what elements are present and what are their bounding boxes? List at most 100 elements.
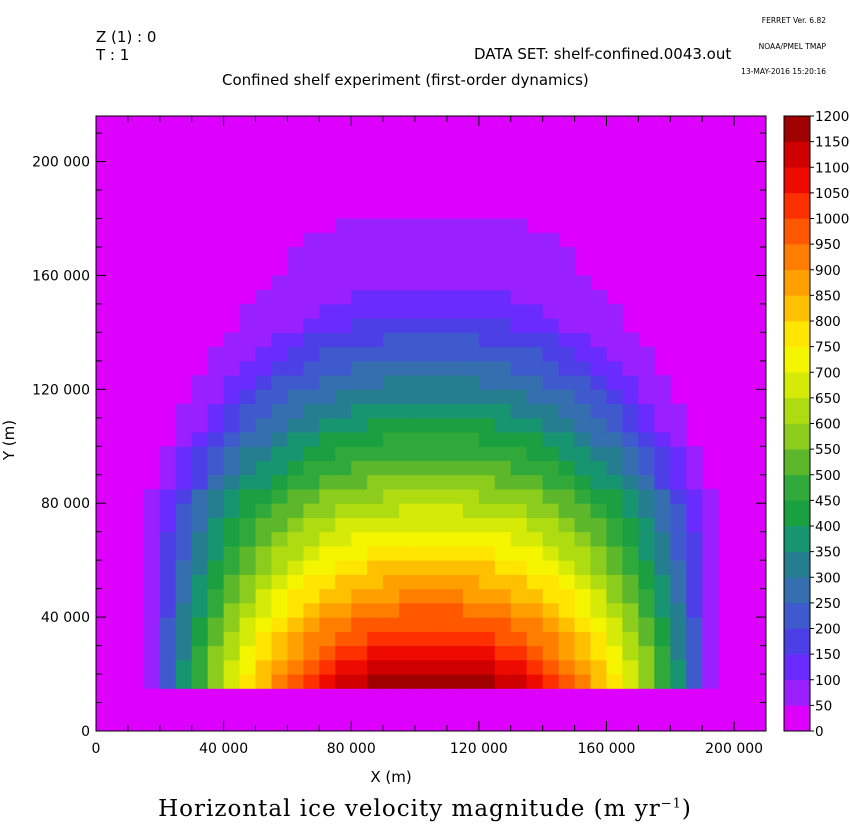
heatmap-cell [207, 460, 225, 476]
heatmap-cell [606, 403, 623, 419]
heatmap-cell [287, 246, 304, 262]
heatmap-cell [239, 517, 257, 533]
heatmap-cell [303, 588, 320, 604]
heatmap-cell [223, 417, 241, 433]
heatmap-cell [207, 360, 225, 376]
heatmap-cell [431, 631, 448, 647]
heatmap-cell [415, 517, 432, 533]
heatmap-cell [590, 659, 607, 675]
heatmap-cell [494, 517, 512, 533]
heatmap-cell [654, 460, 671, 476]
heatmap-cell [207, 375, 225, 390]
heatmap-cell [670, 645, 687, 661]
heatmap-cell [558, 531, 576, 547]
heatmap-cell [223, 446, 241, 462]
heatmap-cell [446, 617, 464, 632]
heatmap-cell [175, 674, 193, 689]
heatmap-cell [383, 403, 400, 419]
heatmap-cell [239, 417, 257, 433]
heatmap-cell [143, 631, 161, 647]
heatmap-cell [670, 446, 687, 462]
heatmap-cell [686, 545, 703, 561]
heatmap-cell [622, 460, 639, 476]
heatmap-cell [287, 645, 304, 661]
heatmap-cell [462, 318, 480, 333]
heatmap-cell [415, 218, 432, 234]
heatmap-cell [446, 246, 464, 262]
heatmap-cell [462, 460, 480, 476]
heatmap-cell [399, 503, 416, 518]
heatmap-cell [255, 560, 272, 575]
heatmap-cell [446, 318, 464, 333]
heatmap-cell [638, 631, 655, 647]
colorbar-swatch [784, 167, 810, 194]
heatmap-cell [654, 474, 671, 490]
heatmap-cell [191, 375, 209, 390]
heatmap-cell [303, 375, 320, 390]
heatmap-cell [415, 560, 432, 575]
heatmap-cell [526, 531, 544, 547]
heatmap-cell [351, 659, 368, 675]
heatmap-cell [638, 517, 655, 533]
heatmap-cell [239, 346, 257, 362]
heatmap-cell [415, 275, 432, 291]
heatmap-cell [303, 446, 320, 462]
colorbar-swatch [784, 577, 810, 604]
heatmap-cell [670, 403, 687, 419]
heatmap-cell [255, 289, 272, 305]
heatmap-cell [207, 617, 225, 632]
heatmap-cell [351, 303, 368, 319]
heatmap-cell [415, 574, 432, 590]
heatmap-cell [367, 560, 384, 575]
heatmap-cell [223, 517, 241, 533]
heatmap-cell [383, 346, 400, 362]
heatmap-cell [415, 503, 432, 518]
heatmap-cell [558, 517, 576, 533]
heatmap-cell [399, 617, 416, 632]
heatmap-cell [383, 460, 400, 476]
heatmap-cell [542, 531, 560, 547]
heatmap-cell [526, 617, 544, 632]
heatmap-cell [335, 517, 352, 533]
heatmap-cell [622, 645, 639, 661]
heatmap-cell [462, 488, 480, 504]
heatmap-cell [510, 403, 528, 419]
heatmap-cell [638, 474, 655, 490]
heatmap-cell [223, 403, 241, 419]
heatmap-cell [478, 474, 496, 490]
heatmap-cell [590, 488, 607, 504]
heatmap-cell [654, 446, 671, 462]
heatmap-cell [542, 674, 560, 689]
heatmap-cell [319, 503, 336, 518]
heatmap-cell [319, 403, 336, 419]
heatmap-cell [462, 289, 480, 305]
heatmap-cell [558, 602, 576, 618]
heatmap-cell [351, 645, 368, 661]
heatmap-cell [399, 246, 416, 262]
heatmap-cell [367, 432, 384, 447]
heatmap-cell [558, 674, 576, 689]
heatmap-cell [558, 346, 576, 362]
heatmap-cell [606, 375, 623, 390]
heatmap-cell [510, 645, 528, 661]
heatmap-cell [478, 545, 496, 561]
heatmap-cell [590, 674, 607, 689]
heatmap-cell [446, 545, 464, 561]
heatmap-cell [638, 488, 655, 504]
heatmap-cell [462, 403, 480, 419]
heatmap-cell [319, 232, 336, 248]
heatmap-cell [510, 218, 528, 234]
heatmap-cell [287, 503, 304, 518]
heatmap-cell [510, 232, 528, 248]
heatmap-cell [574, 417, 592, 433]
heatmap-cell [239, 446, 257, 462]
z-label: Z (1) : 0 [96, 28, 157, 46]
heatmap-cell [175, 503, 193, 518]
heatmap-cell [175, 403, 193, 419]
heatmap-cell [287, 403, 304, 419]
heatmap-cell [446, 432, 464, 447]
heatmap-cell [431, 674, 448, 689]
heatmap-cell [319, 346, 336, 362]
heatmap-cell [606, 602, 623, 618]
heatmap-cell [351, 574, 368, 590]
